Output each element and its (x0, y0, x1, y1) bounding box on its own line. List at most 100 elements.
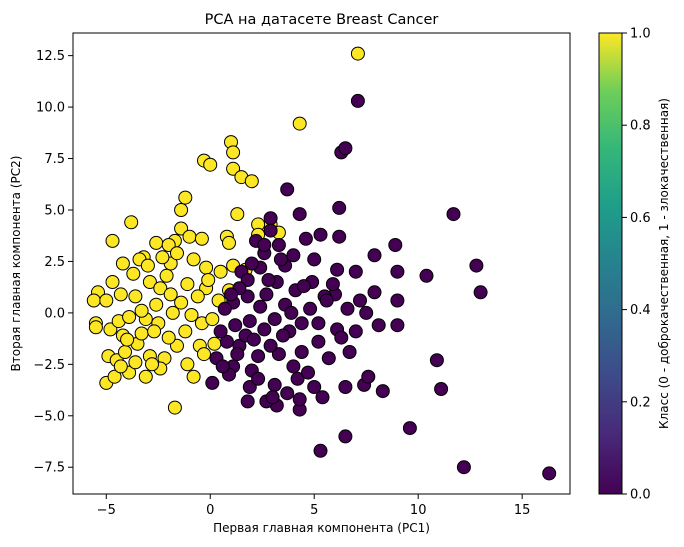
data-point-class-0 (242, 314, 257, 329)
data-point-class-1 (120, 332, 135, 347)
y-tick-label: −7.5 (33, 461, 65, 476)
data-point-class-0 (257, 322, 272, 337)
data-point-class-1 (201, 273, 216, 287)
colorbar-tick-label: 0.6 (630, 211, 651, 226)
data-point-class-1 (170, 246, 184, 261)
data-point-class-1 (107, 369, 122, 384)
data-point-class-0 (284, 305, 299, 320)
data-point-class-1 (180, 277, 195, 292)
data-point-class-0 (388, 238, 403, 252)
data-point-class-1 (155, 250, 170, 265)
data-point-class-0 (240, 394, 255, 409)
data-point-class-0 (348, 264, 363, 279)
data-point-class-1 (103, 322, 118, 337)
data-point-class-0 (332, 200, 347, 215)
data-point-class-1 (149, 297, 164, 312)
data-point-class-0 (257, 238, 272, 252)
data-point-class-1 (163, 287, 178, 302)
y-tick-label: −5.0 (33, 409, 65, 424)
data-point-class-0 (240, 273, 255, 287)
data-point-class-0 (224, 287, 238, 302)
data-point-class-1 (161, 238, 176, 252)
data-point-class-0 (294, 316, 309, 331)
data-point-class-1 (178, 190, 193, 205)
data-point-class-0 (230, 347, 245, 362)
data-point-class-1 (134, 303, 149, 318)
data-point-class-0 (294, 345, 309, 359)
data-point-class-1 (174, 295, 189, 310)
data-point-class-0 (325, 277, 340, 292)
data-point-class-0 (342, 345, 357, 359)
data-point-class-1 (230, 207, 245, 222)
data-point-class-0 (434, 382, 449, 396)
data-point-class-1 (115, 256, 130, 271)
data-point-class-0 (215, 359, 230, 374)
data-point-class-1 (142, 275, 157, 289)
x-tick-label: −5 (97, 503, 116, 518)
data-point-class-1 (145, 357, 159, 372)
data-point-class-1 (124, 215, 139, 230)
data-point-class-1 (194, 231, 209, 246)
scatter-points (86, 46, 557, 481)
data-point-class-0 (429, 353, 444, 368)
data-point-class-0 (263, 211, 278, 226)
data-point-class-1 (147, 324, 162, 339)
data-point-class-0 (390, 318, 405, 333)
colorbar (598, 32, 623, 495)
data-point-class-0 (271, 347, 286, 362)
data-point-class-0 (319, 293, 334, 308)
data-point-class-0 (265, 390, 280, 405)
data-point-class-0 (321, 351, 336, 366)
data-point-class-0 (259, 287, 274, 302)
colorbar-tick-label: 0.8 (630, 119, 651, 134)
data-point-class-1 (244, 174, 259, 189)
data-point-class-0 (219, 334, 234, 349)
data-point-class-0 (271, 238, 286, 252)
data-point-class-0 (367, 285, 382, 300)
data-point-class-1 (184, 308, 199, 322)
data-point-class-0 (280, 182, 295, 197)
data-point-class-1 (186, 369, 201, 384)
data-point-class-1 (134, 326, 149, 341)
data-point-class-1 (113, 359, 128, 374)
data-point-class-0 (276, 328, 290, 343)
data-point-class-1 (205, 312, 220, 327)
data-point-class-0 (240, 289, 255, 304)
data-point-class-1 (128, 289, 143, 304)
x-tick-label: 0 (206, 503, 214, 518)
x-axis-ticks: −5 0 5 10 15 (97, 494, 530, 518)
data-point-class-0 (473, 285, 488, 300)
y-axis-ticks: −7.5 −5.0 −2.5 0.0 2.5 5.0 7.5 10.0 12.5 (33, 49, 73, 476)
data-point-class-0 (375, 384, 390, 399)
data-point-class-0 (446, 207, 461, 222)
data-point-class-0 (456, 460, 471, 475)
data-point-class-0 (263, 223, 278, 238)
data-point-class-0 (402, 421, 417, 436)
data-point-class-1 (159, 268, 174, 283)
data-point-class-0 (338, 380, 353, 394)
colorbar-tick-label: 0.4 (630, 303, 651, 318)
data-point-class-0 (348, 324, 363, 339)
data-point-class-0 (292, 207, 307, 222)
data-point-class-0 (313, 227, 328, 242)
data-point-class-1 (105, 233, 120, 248)
plot-area-frame (72, 32, 571, 495)
data-point-class-0 (261, 273, 276, 287)
data-point-class-0 (469, 258, 484, 273)
data-point-class-0 (340, 301, 355, 316)
data-point-class-1 (203, 157, 218, 172)
data-point-class-0 (286, 248, 301, 263)
data-point-class-0 (296, 279, 311, 294)
y-tick-label: −2.5 (33, 358, 65, 373)
data-point-class-0 (338, 141, 353, 156)
data-point-class-1 (113, 287, 128, 302)
y-tick-label: 5.0 (44, 203, 65, 218)
data-point-class-1 (174, 221, 189, 236)
data-point-class-0 (353, 293, 367, 308)
data-point-class-1 (180, 357, 195, 372)
data-point-class-1 (122, 310, 137, 324)
data-point-class-0 (350, 93, 365, 108)
data-point-class-0 (253, 299, 268, 314)
data-point-class-0 (267, 377, 282, 392)
data-point-class-0 (228, 318, 243, 333)
